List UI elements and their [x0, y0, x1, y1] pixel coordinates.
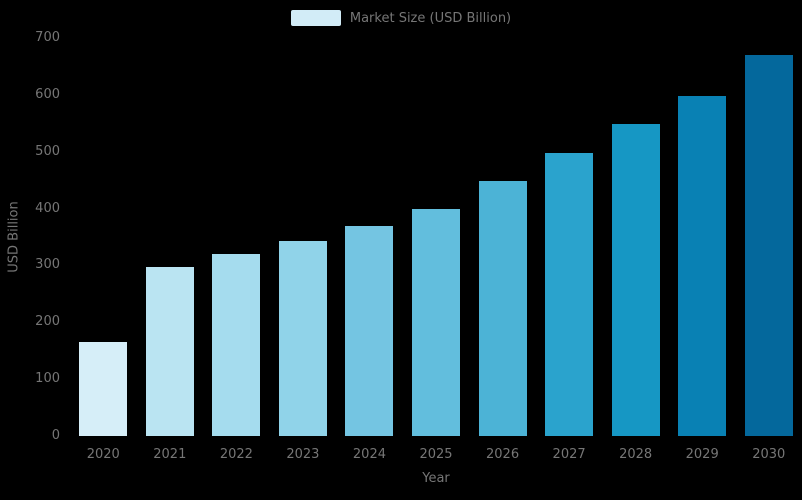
y-tick-label: 500 — [35, 143, 60, 159]
y-tick-label: 0 — [51, 428, 60, 443]
bar-slot — [469, 38, 536, 436]
bar-2028 — [611, 123, 660, 436]
bar-slot — [735, 38, 802, 436]
bar-2025 — [412, 209, 460, 436]
x-tick-label: 2023 — [286, 447, 320, 462]
x-axis-title: Year — [422, 471, 450, 486]
x-tick-label: 2028 — [619, 447, 653, 462]
plot-area — [70, 38, 802, 436]
bar-2023 — [278, 240, 327, 436]
bar-slot — [403, 38, 470, 436]
legend[interactable]: Market Size (USD Billion) — [0, 10, 802, 26]
y-tick-label: 200 — [35, 314, 60, 330]
bar-slot — [203, 38, 270, 436]
y-tick-label: 400 — [35, 200, 60, 216]
y-tick-label: 600 — [35, 86, 60, 102]
bar-2026 — [478, 181, 527, 436]
y-tick-label: 700 — [35, 30, 60, 45]
bar-2020 — [79, 342, 128, 436]
y-tick-label: 300 — [35, 257, 60, 273]
x-tick-label: 2029 — [685, 447, 719, 462]
x-tick-label: 2022 — [219, 447, 253, 462]
bar-2029 — [678, 96, 727, 436]
bar-2030 — [744, 55, 793, 436]
x-tick-label: 2026 — [486, 447, 520, 462]
x-tick-label: 2027 — [552, 447, 586, 462]
bar-slot — [336, 38, 403, 436]
legend-swatch-icon — [290, 10, 341, 26]
bar-2024 — [345, 226, 394, 436]
bar-2021 — [145, 267, 194, 436]
x-tick-label: 2021 — [153, 447, 187, 462]
bar-slot — [137, 38, 204, 436]
bar-slot — [602, 38, 669, 436]
bar-slot — [536, 38, 603, 436]
bar-slot — [270, 38, 337, 436]
x-tick-label: 2025 — [419, 447, 453, 462]
x-axis-ticks: 2020 2021 2022 2023 2024 2025 2026 2027 2028 2029… — [70, 447, 802, 462]
x-tick-label: 2030 — [752, 447, 786, 462]
bar-2022 — [212, 254, 261, 436]
y-tick-label: 100 — [35, 371, 60, 387]
bar-slot — [70, 38, 137, 436]
y-axis-ticks: 0 100 200 300 400 500 600 700 — [0, 31, 60, 443]
bar-slot — [669, 38, 736, 436]
bar-2027 — [545, 152, 594, 436]
x-tick-label: 2024 — [352, 447, 386, 462]
legend-label: Market Size (USD Billion) — [349, 10, 512, 26]
x-tick-label: 2020 — [86, 447, 120, 462]
